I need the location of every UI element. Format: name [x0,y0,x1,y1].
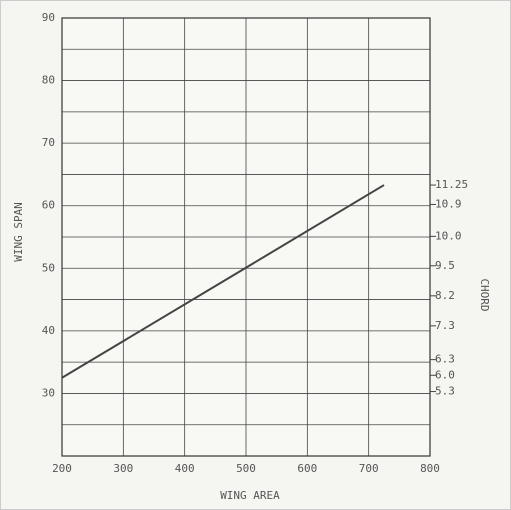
y2-tick-label: 10.9 [435,197,462,210]
x-tick-label: 200 [52,462,72,475]
y2-axis-label: CHORD [478,278,491,311]
x-axis-label: WING AREA [220,489,280,502]
y2-tick-label: 11.25 [435,178,468,191]
y2-tick-label: 9.5 [435,259,455,272]
x-tick-label: 800 [420,462,440,475]
x-tick-label: 600 [297,462,317,475]
x-tick-label: 700 [359,462,379,475]
y-tick-label: 40 [42,324,55,337]
data-line [61,184,385,379]
x-tick-label: 300 [113,462,133,475]
y-tick-label: 90 [42,11,55,24]
y2-tick-label: 5.3 [435,385,455,398]
x-tick-label: 500 [236,462,256,475]
y-tick-label: 80 [42,74,55,87]
x-tick-label: 400 [175,462,195,475]
y2-tick-label: 8.2 [435,289,455,302]
y2-tick-label: 7.3 [435,319,455,332]
plot-frame [61,17,431,457]
y-tick-label: 30 [42,386,55,399]
y2-tick-label: 6.0 [435,368,455,381]
y-tick-label: 50 [42,261,55,274]
y-tick-label: 70 [42,136,55,149]
y-axis-label: WING SPAN [12,202,25,262]
y2-tick-label: 10.0 [435,229,462,242]
y2-tick-label: 6.3 [435,353,455,366]
y-tick-label: 60 [42,199,55,212]
